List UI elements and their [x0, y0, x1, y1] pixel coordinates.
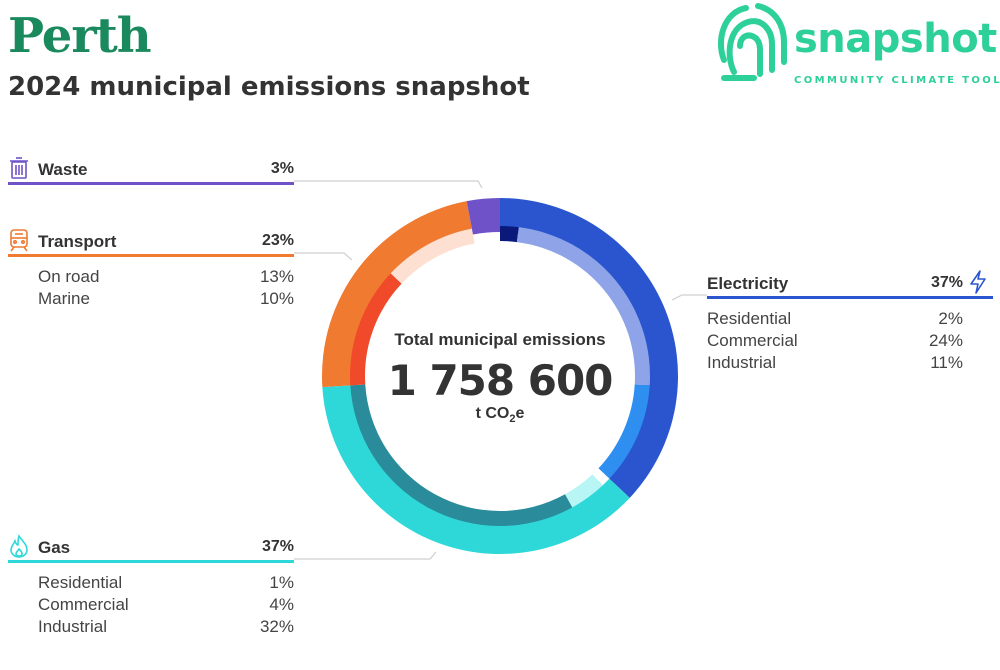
gas-label: Gas — [38, 538, 71, 557]
total-value: 1 758 600 — [387, 356, 614, 405]
page-title: Perth — [8, 8, 152, 64]
electricity-rule — [707, 296, 993, 299]
gas-residential-arc — [592, 468, 610, 486]
waste-legend: Waste 3% — [8, 156, 294, 185]
electricity-percent: 37% — [930, 274, 963, 291]
transport-legend: Transport 23% On road 13% Marine 10% — [8, 228, 294, 308]
trash-icon — [10, 157, 28, 179]
electricity-sub-residential: Residential 2% — [707, 309, 963, 328]
waste-leader-line — [294, 180, 483, 189]
transport-rule — [8, 254, 294, 257]
total-title: Total municipal emissions — [394, 330, 606, 349]
waste-rule — [8, 182, 294, 185]
gas-commercial-arc — [565, 474, 603, 508]
total-unit: t CO2e — [475, 405, 525, 426]
gas-sub-industrial: Industrial 32% — [38, 617, 294, 636]
fingerprint-icon — [718, 3, 787, 81]
page-subtitle: 2024 municipal emissions snapshot — [8, 72, 530, 102]
waste-label: Waste — [38, 160, 88, 179]
logo-tagline: COMMUNITY CLIMATE TOOL — [794, 75, 1000, 86]
snapshot-logo: snapshot COMMUNITY CLIMATE TOOL — [714, 0, 1000, 92]
transport-on-road-arc — [349, 273, 402, 386]
gas-legend: Gas 37% Residential 1% Commercial 4% Ind… — [8, 534, 294, 636]
electricity-residential-arc — [500, 226, 519, 243]
electricity-leader-line — [671, 294, 707, 301]
gas-leader-line — [294, 551, 437, 560]
electricity-industrial-arc — [598, 384, 650, 479]
transport-percent: 23% — [261, 232, 294, 249]
gas-percent: 37% — [261, 538, 294, 555]
electricity-arc — [500, 198, 679, 498]
donut-center-label: Total municipal emissions 1 758 600 t CO… — [380, 330, 620, 425]
electricity-commercial-arc — [516, 227, 650, 386]
transport-marine-arc — [390, 228, 475, 284]
electricity-sub-commercial: Commercial 24% — [707, 331, 963, 350]
gas-industrial-arc — [350, 384, 573, 526]
gas-sub-residential: Residential 1% — [38, 573, 294, 592]
logo-wordmark: snapshot — [794, 16, 997, 62]
transport-sub-marine: Marine 10% — [38, 289, 294, 308]
electricity-legend: Electricity 37% Residential 2% Commercia… — [707, 270, 993, 372]
waste-percent: 3% — [270, 160, 294, 177]
flame-icon — [10, 534, 28, 558]
transport-label: Transport — [38, 232, 117, 251]
electricity-sub-industrial: Industrial 11% — [707, 353, 963, 372]
gas-sub-commercial: Commercial 4% — [38, 595, 294, 614]
train-icon — [10, 229, 28, 252]
gas-rule — [8, 560, 294, 563]
transport-leader-line — [294, 252, 353, 261]
waste-arc — [466, 198, 500, 235]
transport-sub-on-road: On road 13% — [38, 267, 294, 286]
lightning-icon — [970, 270, 986, 294]
electricity-label: Electricity — [707, 274, 789, 293]
